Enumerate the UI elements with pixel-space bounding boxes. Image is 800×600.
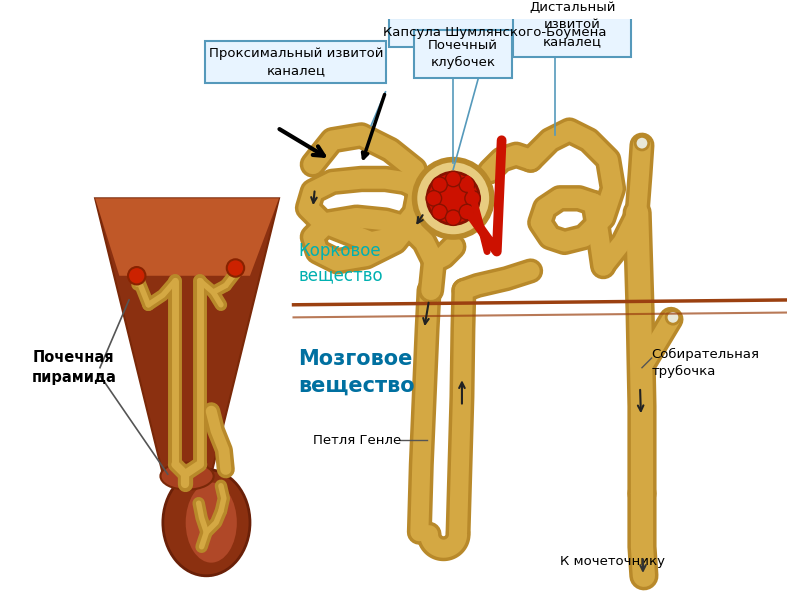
Circle shape [432,177,447,193]
Text: Проксимальный извитой
каналец: Проксимальный извитой каналец [209,47,383,77]
Circle shape [446,210,461,226]
Text: Дистальный
извитой
каналец: Дистальный извитой каналец [529,1,615,48]
Ellipse shape [185,481,238,564]
Circle shape [414,160,492,237]
Text: Петля Генле: Петля Генле [313,434,401,447]
Text: Собирательная
трубочка: Собирательная трубочка [652,348,760,378]
Circle shape [459,177,474,193]
Ellipse shape [163,469,250,576]
Ellipse shape [161,463,214,490]
Circle shape [226,259,244,277]
Text: Капсула Шумлянского-Боумена: Капсула Шумлянского-Боумена [382,26,606,40]
Text: Мозговое
вещество: Мозговое вещество [298,349,415,396]
FancyBboxPatch shape [414,30,512,79]
FancyBboxPatch shape [514,0,631,57]
Circle shape [446,171,461,187]
Circle shape [128,267,146,284]
Text: Почечный
клубочек: Почечный клубочек [428,39,498,69]
Circle shape [666,311,680,324]
Circle shape [432,204,447,220]
Polygon shape [95,199,279,276]
Circle shape [426,191,442,206]
FancyBboxPatch shape [390,18,599,47]
Polygon shape [95,199,279,474]
Circle shape [465,191,480,206]
Circle shape [427,172,479,224]
Text: Корковое
вещество: Корковое вещество [298,242,383,284]
Text: К мочеточнику: К мочеточнику [560,555,665,568]
Circle shape [635,136,649,150]
Circle shape [459,204,474,220]
FancyBboxPatch shape [206,41,386,83]
Text: Почечная
пирамида: Почечная пирамида [32,350,117,385]
